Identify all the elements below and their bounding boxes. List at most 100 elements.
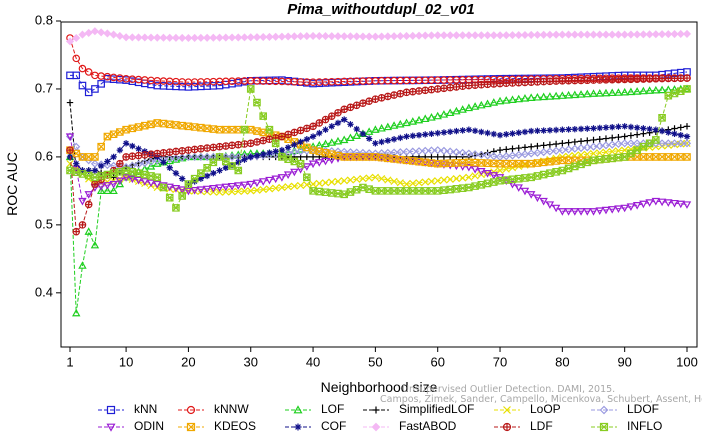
point-loop	[278, 183, 286, 192]
point-cof	[571, 125, 579, 133]
point-inflo	[365, 185, 373, 193]
point-ldf	[415, 87, 423, 95]
point-odin	[115, 177, 125, 186]
y-tick-label: 0.8	[35, 12, 53, 27]
point-cof	[135, 145, 142, 152]
point-inflo	[390, 187, 398, 195]
point-inflo	[496, 176, 504, 185]
point-loop	[290, 182, 298, 190]
point-fastabod	[190, 33, 199, 42]
point-ldf	[78, 221, 87, 229]
point-ldf	[533, 78, 542, 86]
point-inflo	[602, 155, 610, 163]
point-cof	[129, 142, 136, 150]
point-fastabod	[277, 32, 286, 41]
point-loop	[309, 180, 317, 188]
point-ldof	[433, 146, 442, 155]
point-fastabod	[552, 30, 561, 39]
point-inflo	[583, 158, 592, 167]
point-cof	[640, 125, 647, 132]
point-lof	[470, 102, 480, 110]
point-cof	[496, 131, 504, 139]
point-odin	[614, 205, 623, 213]
point-fastabod	[215, 33, 224, 42]
point-cof	[322, 126, 329, 133]
point-odin	[483, 170, 492, 178]
legend-marker	[503, 406, 511, 414]
point-inflo	[346, 188, 355, 196]
point-lof	[452, 106, 461, 115]
point-loop	[284, 183, 292, 191]
point-ldf	[458, 82, 467, 90]
point-lof	[383, 122, 393, 131]
point-inflo	[564, 164, 573, 173]
point-fastabod	[595, 30, 604, 39]
point-loop	[602, 148, 610, 156]
point-odin	[258, 178, 268, 186]
point-lof	[364, 127, 374, 135]
point-lof	[371, 125, 380, 133]
point-ldf	[489, 80, 498, 88]
point-inflo	[303, 173, 311, 182]
point-cof	[73, 160, 80, 167]
point-lof	[146, 161, 156, 170]
point-lof	[402, 118, 411, 127]
point-fastabod	[414, 31, 424, 40]
point-fastabod	[439, 31, 448, 40]
point-inflo	[315, 187, 324, 196]
point-ldof	[227, 152, 237, 161]
point-kdeos	[122, 125, 130, 134]
point-cof	[97, 162, 105, 170]
point-fastabod	[327, 32, 336, 41]
point-cof	[446, 128, 454, 135]
point-fastabod	[140, 33, 149, 42]
point-ldf	[203, 144, 211, 152]
point-cof	[353, 125, 360, 133]
point-inflo	[190, 174, 199, 183]
point-inflo	[458, 184, 467, 192]
point-ldf	[259, 136, 268, 145]
point-inflo	[577, 160, 585, 169]
legend-item-loop: LoOP	[494, 402, 561, 416]
point-cof	[453, 127, 460, 135]
point-loop	[452, 175, 461, 183]
series-line-odin	[69, 136, 688, 212]
point-fastabod	[402, 31, 411, 40]
point-fastabod	[614, 30, 623, 39]
point-simplifiedlof	[571, 138, 579, 146]
point-kdeos	[683, 153, 691, 161]
point-ldf	[365, 97, 373, 105]
point-ldf	[234, 140, 243, 149]
point-ldof	[483, 151, 492, 160]
point-cof	[85, 167, 92, 174]
point-ldf	[315, 119, 324, 127]
point-simplifiedlof	[609, 134, 616, 142]
point-ldf	[153, 149, 162, 158]
point-ldof	[140, 158, 149, 168]
point-fastabod	[676, 29, 685, 39]
point-ldf	[627, 75, 635, 84]
point-loop	[608, 147, 616, 156]
point-ldof	[427, 146, 436, 155]
point-fastabod	[358, 32, 367, 41]
point-ldf	[521, 78, 529, 87]
y-tick-label: 0.4	[35, 284, 53, 299]
point-cof	[104, 158, 111, 165]
point-cof	[534, 127, 541, 135]
legend-item-ldf: LDF	[494, 419, 553, 433]
point-lof	[626, 87, 636, 96]
point-fastabod	[383, 32, 392, 41]
point-lof	[595, 89, 604, 97]
point-ldof	[477, 150, 486, 159]
point-odin	[315, 159, 324, 167]
point-fastabod	[165, 33, 174, 42]
point-ldf	[402, 88, 411, 97]
point-odin	[227, 182, 237, 191]
point-inflo	[421, 187, 430, 195]
point-cof	[384, 137, 392, 144]
point-ldf	[178, 147, 186, 155]
point-inflo	[614, 153, 623, 162]
point-ldof	[340, 147, 349, 156]
point-fastabod	[159, 33, 168, 42]
